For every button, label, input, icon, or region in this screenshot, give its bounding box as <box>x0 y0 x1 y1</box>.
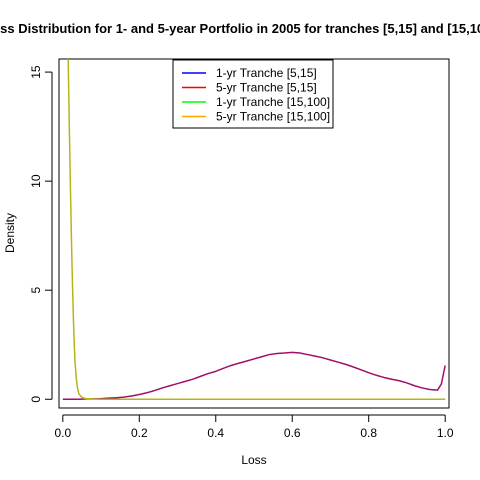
x-tick-label: 0.4 <box>207 426 224 440</box>
x-tick-label: 0.8 <box>360 426 377 440</box>
x-axis: 0.0 0.2 0.4 0.6 0.8 1.0 <box>54 414 454 440</box>
legend-entry-label: 5-yr Tranche [5,15] <box>216 81 317 95</box>
x-axis-label: Loss <box>241 453 266 467</box>
y-axis: 0 5 10 15 <box>29 65 53 403</box>
x-tick-label: 0.2 <box>131 426 148 440</box>
y-tick-label: 5 <box>29 287 43 294</box>
legend-entry-label: 1-yr Tranche [5,15] <box>216 66 317 80</box>
legend: 1-yr Tranche [5,15]5-yr Tranche [5,15]1-… <box>172 59 334 129</box>
chart-title: Loss Distribution for 1- and 5-year Port… <box>0 21 480 36</box>
series-line-4 <box>62 351 446 401</box>
x-tick-label: 0.0 <box>54 426 71 440</box>
y-tick-label: 0 <box>29 396 43 403</box>
series-line-5 <box>67 59 446 401</box>
legend-entry-label: 5-yr Tranche [15,100] <box>216 110 330 124</box>
x-tick-label: 1.0 <box>437 426 454 440</box>
legend-entry-label: 1-yr Tranche [15,100] <box>216 95 330 109</box>
series-group <box>62 59 446 401</box>
y-tick-label: 15 <box>29 65 43 79</box>
x-tick-label: 0.6 <box>284 426 301 440</box>
y-tick-label: 10 <box>29 174 43 188</box>
y-axis-label: Density <box>3 213 17 253</box>
plot-frame <box>58 58 450 409</box>
